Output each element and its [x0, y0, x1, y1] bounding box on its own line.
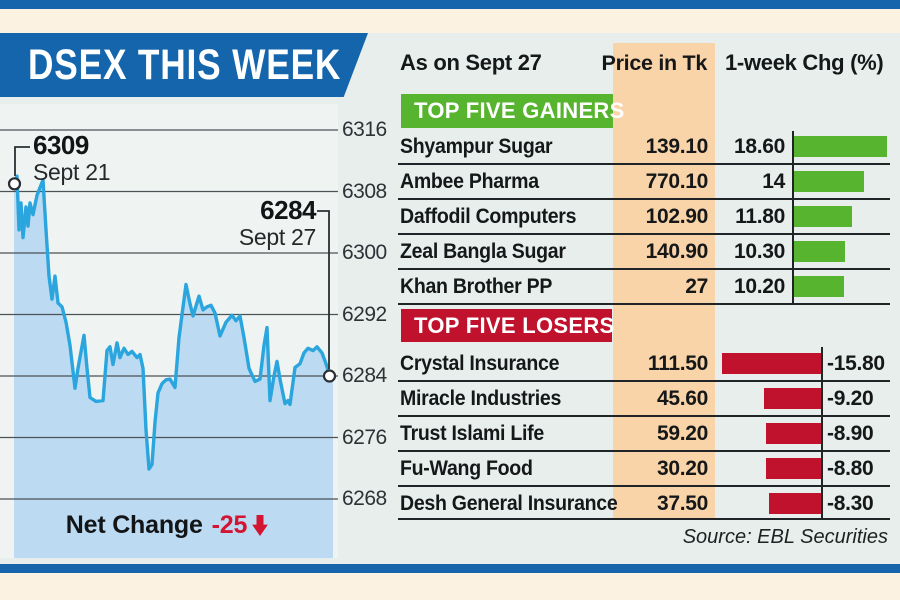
y-axis-label: 6292 [342, 303, 387, 326]
y-axis-label: 6308 [342, 180, 387, 203]
table-row: Fu-Wang Food 30.20 -8.80 [0, 451, 900, 486]
down-arrow-icon [252, 515, 269, 536]
title-banner: DSEX THIS WEEK [0, 33, 368, 97]
stock-price: 37.50 [656, 492, 708, 515]
row-divider [398, 198, 890, 200]
stock-name: Ambee Pharma [400, 170, 539, 193]
row-divider [398, 233, 890, 235]
stock-price: 45.60 [656, 387, 708, 410]
top-accent-bar [0, 0, 900, 9]
y-axis-label: 6284 [342, 364, 387, 387]
gainers-bar-axis [792, 131, 794, 303]
stock-name: Trust Islami Life [400, 422, 544, 445]
stock-name: Khan Brother PP [400, 275, 553, 298]
loss-bar [764, 388, 822, 409]
table-row: Ambee Pharma 770.10 14 [0, 164, 900, 199]
stock-name: Zeal Bangla Sugar [400, 240, 566, 263]
gainers-banner: TOP FIVE GAINERS [401, 94, 624, 128]
end-value: 6284 [260, 195, 316, 225]
table-row: Zeal Bangla Sugar 140.90 10.30 [0, 234, 900, 269]
stock-name: Shyampur Sugar [400, 135, 553, 158]
stock-change: 10.30 [733, 240, 785, 263]
stock-change: -8.30 [827, 492, 874, 515]
stock-price: 102.90 [645, 205, 709, 228]
y-axis-label: 6316 [342, 118, 387, 141]
row-divider [398, 485, 890, 487]
stock-change: 18.60 [733, 135, 785, 158]
table-row: Desh General Insurance 37.50 -8.30 [0, 486, 900, 521]
row-divider [398, 380, 890, 382]
stock-name: Crystal Insurance [400, 352, 560, 375]
stock-price: 27 [685, 275, 708, 298]
stock-change: -8.80 [827, 457, 874, 480]
table-bottom-border [398, 518, 890, 520]
y-axis-label: 6276 [342, 426, 387, 449]
gain-bar [792, 276, 844, 297]
start-callout: 6309 Sept 21 [33, 130, 111, 186]
stock-name: Daffodil Computers [400, 205, 577, 228]
loss-bar [769, 493, 822, 514]
gain-bar [792, 136, 887, 157]
row-divider [398, 303, 890, 305]
net-change-value: -25 [211, 511, 248, 539]
bottom-accent-bar [0, 564, 900, 573]
table-row: Miracle Industries 45.60 -9.20 [0, 381, 900, 416]
stock-name: Desh General Insurance [400, 492, 618, 515]
stock-price: 770.10 [645, 170, 709, 193]
stock-change: 10.20 [733, 275, 785, 298]
row-divider [398, 268, 890, 270]
table-row: Daffodil Computers 102.90 11.80 [0, 199, 900, 234]
stock-price: 139.10 [645, 135, 709, 158]
gain-bar [792, 171, 864, 192]
table-row: Crystal Insurance 111.50 -15.80 [0, 346, 900, 381]
y-axis-label: 6268 [342, 487, 387, 510]
stock-price: 140.90 [645, 240, 709, 263]
losers-banner: TOP FIVE LOSERS [401, 309, 614, 342]
column-header-change: 1-week Chg (%) [725, 50, 884, 75]
page-title: DSEX THIS WEEK [28, 41, 342, 89]
price-column-highlight [613, 43, 715, 518]
gain-bar [792, 241, 845, 262]
row-divider [398, 163, 890, 165]
stock-change: -9.20 [827, 387, 874, 410]
stock-name: Miracle Industries [400, 387, 562, 410]
end-callout: 6284 Sept 27 [196, 195, 317, 251]
loss-bar [766, 458, 822, 479]
dsex-line-chart [0, 129, 338, 558]
loss-bar [722, 353, 822, 374]
stock-name: Fu-Wang Food [400, 457, 533, 480]
table-row: Trust Islami Life 59.20 -8.90 [0, 416, 900, 451]
net-change: Net Change -25 [14, 511, 320, 540]
y-axis-label: 6300 [342, 241, 387, 264]
stock-price: 111.50 [647, 352, 708, 375]
stock-price: 59.20 [656, 422, 708, 445]
stock-price: 30.20 [656, 457, 708, 480]
stock-change: 11.80 [735, 205, 785, 228]
stock-change: -8.90 [827, 422, 874, 445]
column-header-date: As on Sept 27 [400, 50, 542, 75]
row-divider [398, 415, 890, 417]
stock-change: -15.80 [827, 352, 885, 375]
source-credit: Source: EBL Securities [682, 526, 888, 548]
table-row: Khan Brother PP 27 10.20 [0, 269, 900, 304]
net-change-label: Net Change [65, 511, 203, 539]
start-date: Sept 21 [33, 159, 111, 185]
stock-change: 14 [762, 170, 785, 193]
gain-bar [792, 206, 852, 227]
loss-bar [766, 423, 822, 444]
table-row: Shyampur Sugar 139.10 18.60 [0, 129, 900, 164]
start-value: 6309 [33, 130, 89, 160]
end-date: Sept 27 [238, 224, 316, 250]
row-divider [398, 450, 890, 452]
losers-bar-axis [821, 347, 823, 518]
column-header-price: Price in Tk [601, 51, 708, 75]
